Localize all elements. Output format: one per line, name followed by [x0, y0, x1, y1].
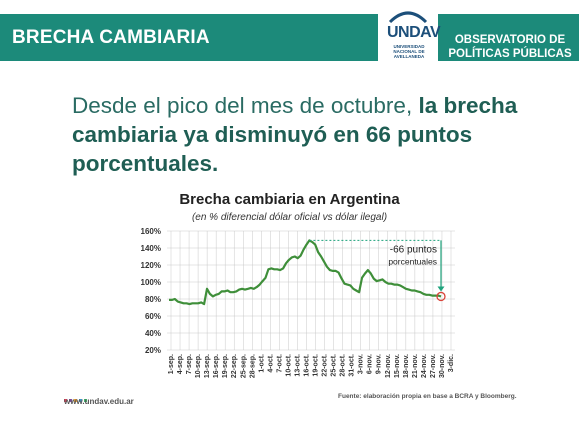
- source-note: Fuente: elaboración propia en base a BCR…: [338, 393, 517, 400]
- brand-dot: [74, 399, 77, 402]
- x-tick-label: 7-sep.: [186, 354, 193, 374]
- header-bar: BRECHA CAMBIARIA OBSERVATORIO DE POLÍTIC…: [0, 14, 579, 61]
- observatory-label: OBSERVATORIO DE POLÍTICAS PÚBLICAS: [446, 33, 574, 61]
- x-tick-label: 22-oct.: [322, 354, 329, 377]
- logo-subtitle: UNIVERSIDAD NACIONAL DE AVELLANEDA: [393, 44, 425, 59]
- y-tick-label: 100%: [141, 278, 161, 287]
- annotation-label-1: -66 puntos: [390, 244, 437, 255]
- x-tick-label: 6-nov.: [367, 354, 374, 374]
- end-marker: [436, 291, 446, 302]
- x-tick-label: 1-oct.: [258, 354, 265, 373]
- x-tick-label: 4-oct.: [267, 354, 274, 373]
- x-tick-label: 4-sep.: [177, 354, 184, 374]
- x-tick-label: 13-oct.: [294, 354, 301, 377]
- x-tick-label: 25-oct.: [331, 354, 338, 377]
- x-tick-label: 1-sep.: [168, 354, 175, 374]
- observatory-line-2: POLÍTICAS PÚBLICAS: [448, 48, 572, 60]
- annotation-arrowhead: [437, 286, 445, 292]
- x-tick-label: 28-sep.: [249, 354, 256, 378]
- chart-subtitle: (en % diferencial dólar oficial vs dólar…: [191, 212, 388, 223]
- annotation-label-2: porcentuales: [388, 256, 437, 266]
- university-logo: UNDAV UNIVERSIDAD NACIONAL DE AVELLANEDA: [378, 0, 441, 72]
- y-tick-label: 20%: [145, 346, 161, 355]
- y-tick-label: 160%: [141, 227, 161, 236]
- headline: Desde el pico del mes de octubre, la bre…: [72, 91, 542, 178]
- brand-dot: [69, 399, 72, 402]
- x-tick-label: 3-nov.: [358, 354, 365, 374]
- x-tick-label: 21-nov.: [412, 354, 419, 378]
- x-tick-label: 19-oct.: [313, 354, 320, 377]
- x-tick-label: 19-sep.: [222, 354, 229, 378]
- x-tick-label: 28-oct.: [340, 354, 347, 377]
- x-tick-label: 22-sep.: [231, 354, 238, 378]
- brand-dots: [64, 389, 96, 402]
- y-tick-label: 140%: [141, 244, 161, 253]
- brand-dot: [79, 399, 82, 402]
- page-title: BRECHA CAMBIARIA: [12, 27, 210, 48]
- x-tick-label: 3-dic.: [448, 354, 455, 372]
- y-tick-label: 60%: [145, 312, 161, 321]
- observatory-line-1: OBSERVATORIO DE: [454, 34, 566, 46]
- x-tick-label: 27-nov.: [430, 354, 437, 378]
- headline-bold: la brecha cambiaria ya disminuyó en 66 p…: [72, 93, 518, 176]
- x-tick-label: 16-sep.: [213, 354, 220, 378]
- y-tick-label: 40%: [145, 329, 161, 338]
- x-tick-label: 7-oct.: [276, 354, 283, 373]
- headline-normal: Desde el pico del mes de octubre,: [72, 93, 419, 118]
- x-tick-label: 25-sep.: [240, 354, 247, 378]
- x-tick-label: 31-oct.: [349, 354, 356, 377]
- x-tick-label: 24-nov.: [421, 354, 428, 378]
- x-tick-label: 10-oct.: [285, 354, 292, 377]
- x-tick-label: 13-sep.: [204, 354, 211, 378]
- x-tick-label: 18-nov.: [403, 354, 410, 378]
- x-tick-label: 12-nov.: [385, 354, 392, 378]
- brand-dot: [84, 399, 87, 402]
- x-tick-label: 10-sep.: [195, 354, 202, 378]
- x-tick-label: 15-nov.: [394, 354, 401, 378]
- x-tick-label: 16-oct.: [303, 354, 310, 377]
- logo-arc-icon: [388, 11, 428, 24]
- series-line: [169, 239, 442, 306]
- chart-title: Brecha cambiaria en Argentina: [179, 191, 400, 208]
- x-tick-label: 9-nov.: [376, 354, 383, 374]
- brand-dot: [64, 399, 67, 402]
- y-tick-label: 80%: [145, 295, 161, 304]
- x-tick-label: 30-nov.: [439, 354, 446, 378]
- footer-url[interactable]: www.undav.edu.ar: [64, 397, 134, 406]
- logo-wordmark: UNDAV: [387, 24, 441, 41]
- y-tick-label: 120%: [141, 261, 161, 270]
